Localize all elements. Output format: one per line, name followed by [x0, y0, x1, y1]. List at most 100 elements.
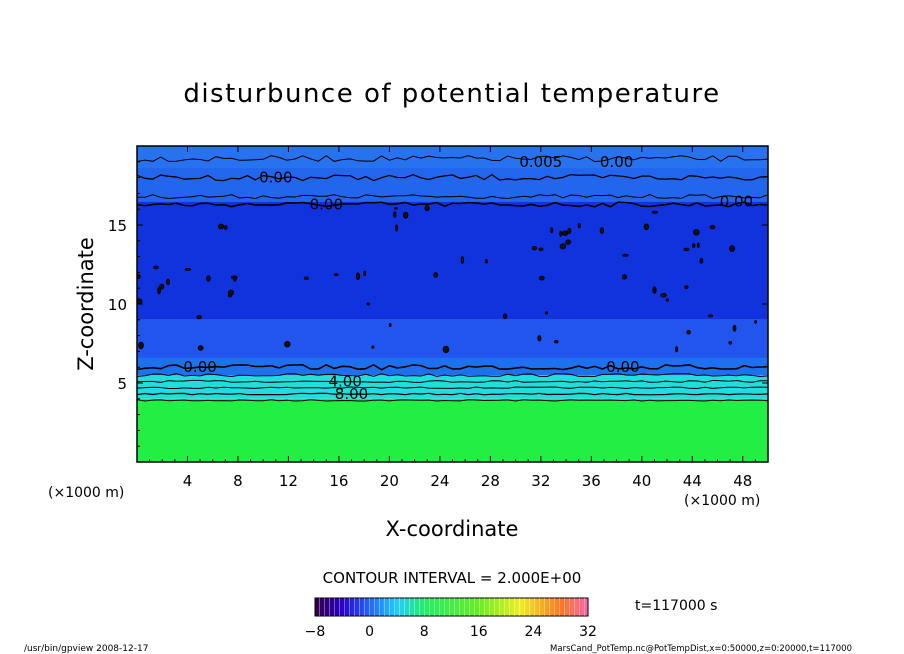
contour-blob [137, 274, 141, 279]
contour-blob [709, 224, 716, 230]
contour-blob [599, 227, 605, 234]
contour-blob [442, 345, 450, 354]
transition-band-shade [137, 357, 768, 376]
contour-blob [433, 272, 439, 278]
contour-blob [394, 206, 398, 210]
contour-blob [683, 247, 690, 251]
y-axis-label: Z-coordinate [74, 237, 98, 371]
x-axis-label: X-coordinate [386, 517, 519, 541]
contour-line-1 [137, 392, 768, 396]
contour-label: 0.00 [259, 169, 292, 187]
plot-area [137, 146, 768, 462]
contour-blob [165, 278, 171, 286]
x-unit-left: (×1000 m) [48, 485, 124, 501]
contour-blob [303, 276, 309, 280]
contour-blob [355, 272, 361, 281]
y-tick-label: 5 [117, 375, 127, 393]
footer-left: /usr/bin/gpview 2008-12-17 [24, 644, 148, 654]
contour-blob [544, 311, 549, 315]
contour-blob [665, 298, 670, 302]
contour-blob [184, 267, 192, 271]
contour-blob [684, 285, 689, 290]
x-axis-ticks: 4 8 12 16 20 24 28 32 36 40 44 48 [149, 146, 756, 490]
contour-label: 8.00 [335, 385, 368, 403]
contour-interval-label: CONTOUR INTERVAL = 2.000E+00 [323, 569, 582, 587]
contour-blob [394, 224, 398, 232]
colorbar: −8 0 8 16 24 32 [305, 597, 597, 640]
footer-right: MarsCand_PotTemp.nc@PotTempDist,x=0:5000… [550, 644, 852, 654]
contour-line-8 [137, 173, 768, 182]
contour-label: 0.00 [720, 192, 753, 210]
y-tick-label: 10 [108, 296, 127, 314]
contour-label: 0.00 [606, 358, 639, 376]
x-tick-label: 36 [582, 472, 601, 490]
contour-label: 4.00 [328, 372, 361, 390]
layer-band-0 [137, 398, 768, 462]
contour-blob [699, 257, 704, 264]
contour-blob [553, 340, 559, 344]
contour-blob [537, 335, 542, 342]
contour-blob [366, 302, 371, 306]
contour-line-3 [137, 379, 768, 383]
contour-blob [686, 329, 691, 335]
contour-line-6 [137, 201, 768, 208]
contour-label: 0.00 [310, 196, 343, 214]
x-tick-label: 8 [233, 472, 243, 490]
contour-blob [284, 341, 291, 348]
contour-blob [691, 243, 696, 248]
contour-blob [403, 211, 409, 219]
contour-blob [559, 230, 563, 237]
x-tick-label: 24 [430, 472, 449, 490]
contour-blob [577, 223, 581, 229]
contour-blob [675, 346, 679, 353]
contour-blob [651, 210, 658, 214]
contour-blob [138, 341, 144, 350]
contour-blob [371, 345, 375, 349]
time-label: t=117000 s [635, 598, 717, 614]
x-tick-label: 40 [632, 472, 651, 490]
x-unit-right: (×1000 m) [684, 493, 760, 509]
contour-blob [196, 315, 202, 320]
contour-blob [153, 265, 159, 270]
x-tick-label: 44 [683, 472, 702, 490]
contour-label: 0.00 [183, 358, 216, 376]
contour-blob [567, 227, 572, 234]
x-tick-label: 12 [279, 472, 298, 490]
contour-blob [502, 313, 508, 320]
colorbar-tick-label: 0 [365, 624, 374, 640]
y-axis-ticks: 5 10 15 [108, 161, 768, 447]
contour-blob [531, 245, 538, 251]
contour-label: 0.005 [519, 153, 562, 171]
contour-blob [561, 230, 569, 236]
contour-labels: 0.00 4.008.00 0.00 0.00 0.00 0.005 0.00 0.00 [183, 153, 753, 403]
contour-line-0 [137, 399, 768, 402]
colorbar-tick-label: 32 [579, 624, 597, 640]
contour-blob [707, 314, 714, 318]
contour-blob [643, 223, 650, 231]
contour-blob [538, 247, 544, 252]
contour-blob [233, 276, 237, 282]
x-tick-label: 48 [733, 472, 752, 490]
contour-label: 0.00 [600, 153, 633, 171]
y-tick-label: 15 [108, 217, 127, 235]
contour-blob [622, 253, 629, 257]
contour-blob [460, 256, 465, 264]
contour-blob [388, 322, 392, 327]
contour-blob [754, 319, 758, 324]
contour-blob [424, 205, 430, 212]
contour-blob [227, 289, 234, 296]
contour-blob [218, 223, 225, 230]
contour-blob [565, 239, 571, 245]
contour-blob [550, 227, 554, 234]
contour-blob [559, 243, 567, 250]
contour-blob [538, 275, 545, 281]
contour-blob [729, 245, 735, 253]
colorbar-tick-label: −8 [305, 624, 326, 640]
contour-blob [693, 229, 700, 236]
contour-blob [696, 242, 700, 248]
contour-line-9 [137, 155, 768, 163]
x-tick-label: 32 [531, 472, 550, 490]
contour-blob [732, 324, 737, 332]
layer-band-3 [137, 201, 768, 320]
